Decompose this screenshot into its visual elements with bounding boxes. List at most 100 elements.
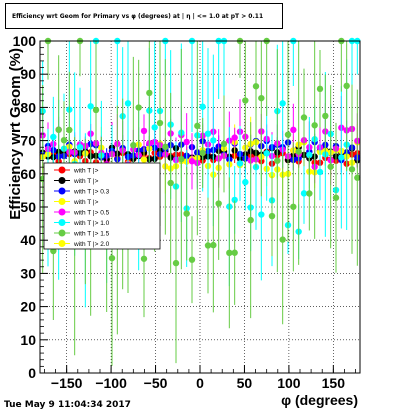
legend-label: with T |> 0.3 <box>73 189 110 196</box>
data-point <box>204 130 212 137</box>
y-tick-label: 100 <box>13 33 37 49</box>
data-point <box>178 155 185 163</box>
data-point <box>55 126 62 133</box>
data-point <box>231 196 238 204</box>
data-point <box>311 122 318 129</box>
data-point <box>322 112 329 120</box>
x-tick-label: 100 <box>277 375 301 391</box>
data-point <box>167 179 174 187</box>
legend-label: with T |> 1.0 <box>73 220 110 227</box>
x-tick-label: −50 <box>144 375 168 391</box>
x-tick-label: 50 <box>237 375 253 391</box>
data-point <box>140 127 148 135</box>
data-point <box>188 158 196 165</box>
chart-title: Efficiency wrt Geom for Primary vs φ (de… <box>5 3 283 29</box>
y-tick-label: 50 <box>20 199 36 215</box>
data-point <box>258 211 265 218</box>
x-tick-label: 0 <box>196 375 204 391</box>
data-point <box>338 154 345 161</box>
data-point <box>247 216 254 224</box>
data-point <box>87 103 94 110</box>
data-point <box>130 141 137 149</box>
y-tick-label: 60 <box>20 166 36 182</box>
x-tick-label: −150 <box>51 375 83 391</box>
data-point <box>210 241 217 249</box>
data-point <box>188 256 196 263</box>
legend-label: with T |> <box>73 178 99 185</box>
x-axis-label: φ (degrees) <box>281 392 358 408</box>
y-tick-label: 10 <box>20 332 36 348</box>
data-point <box>274 157 281 164</box>
data-point <box>295 148 302 155</box>
data-point <box>327 163 334 170</box>
y-tick-label: 80 <box>20 99 36 115</box>
data-point <box>231 249 238 256</box>
legend-label: with T |> 0.5 <box>73 210 110 217</box>
data-point <box>220 140 228 148</box>
data-point <box>199 103 206 110</box>
data-point <box>332 194 340 201</box>
data-point <box>76 143 84 151</box>
data-point <box>316 168 324 176</box>
data-point <box>199 149 206 157</box>
data-point <box>348 166 356 173</box>
data-point <box>263 150 270 157</box>
data-point <box>140 156 148 163</box>
data-point <box>135 104 142 111</box>
data-point <box>258 94 265 102</box>
data-point <box>306 190 313 197</box>
data-point <box>124 100 132 107</box>
data-point <box>290 126 297 134</box>
data-point <box>290 203 297 210</box>
data-point <box>183 210 190 217</box>
y-tick-label: 70 <box>20 133 36 149</box>
data-point <box>66 126 73 134</box>
data-point <box>204 242 212 249</box>
legend-label: with T |> 2.0 <box>73 241 110 248</box>
data-point <box>140 255 148 262</box>
data-point <box>279 236 286 243</box>
data-point <box>300 114 308 121</box>
data-point <box>236 160 244 167</box>
y-tick-label: 90 <box>20 66 36 82</box>
data-point <box>354 174 361 181</box>
y-tick-label: 20 <box>20 299 36 315</box>
data-point <box>284 131 292 138</box>
y-tick-label: 30 <box>20 265 36 281</box>
data-point <box>316 85 324 93</box>
data-point <box>231 134 238 141</box>
y-tick-label: 0 <box>28 365 36 381</box>
data-point <box>183 138 190 146</box>
data-point <box>194 122 201 130</box>
data-point <box>210 137 217 144</box>
data-point <box>146 89 153 97</box>
data-point <box>108 254 116 262</box>
data-point <box>252 83 260 90</box>
data-point <box>343 82 350 90</box>
data-point <box>268 212 276 220</box>
x-tick-label: −100 <box>95 375 127 391</box>
timestamp: Tue May 9 11:04:34 2017 <box>4 400 131 410</box>
data-point <box>50 247 57 255</box>
data-point <box>226 249 233 257</box>
data-point <box>156 119 164 127</box>
legend-label: with T |> <box>73 168 99 175</box>
data-point <box>151 124 158 131</box>
data-point <box>300 190 308 197</box>
data-point <box>242 97 249 104</box>
data-point <box>306 151 313 159</box>
data-point <box>50 133 57 141</box>
x-tick-label: 150 <box>322 375 346 391</box>
data-point <box>279 100 286 107</box>
data-point <box>162 143 169 151</box>
data-point <box>242 178 249 186</box>
data-point <box>172 259 180 267</box>
data-point <box>215 200 222 207</box>
data-point <box>92 106 100 114</box>
y-tick-label: 40 <box>20 232 36 248</box>
y-axis-label: Efficiency wrt Geom (%) <box>7 48 24 220</box>
legend-label: with T |> <box>73 199 99 206</box>
legend-label: with T |> 1.5 <box>73 231 110 238</box>
data-point <box>60 136 68 144</box>
